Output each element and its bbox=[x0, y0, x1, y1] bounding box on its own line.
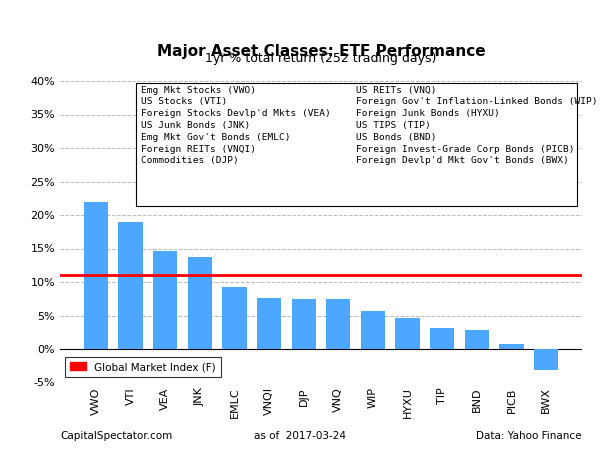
Text: as of  2017-03-24: as of 2017-03-24 bbox=[254, 431, 346, 441]
Legend: Global Market Index (F): Global Market Index (F) bbox=[65, 357, 221, 377]
Text: 1yr % total return (252 trading days): 1yr % total return (252 trading days) bbox=[205, 52, 437, 65]
Bar bbox=[153, 251, 177, 349]
Bar bbox=[465, 329, 489, 349]
Text: US REITs (VNQ)
Foreign Gov't Inflation-Linked Bonds (WIP)
Foreign Junk Bonds (HY: US REITs (VNQ) Foreign Gov't Inflation-L… bbox=[356, 86, 598, 165]
Bar bbox=[84, 202, 108, 349]
Bar bbox=[136, 82, 577, 206]
Bar bbox=[118, 222, 143, 349]
Bar bbox=[534, 349, 558, 370]
Bar bbox=[361, 311, 385, 349]
Bar bbox=[326, 299, 350, 349]
Bar bbox=[499, 344, 524, 349]
Bar bbox=[257, 298, 281, 349]
Bar bbox=[188, 256, 212, 349]
Bar bbox=[222, 287, 247, 349]
Text: Emg Mkt Stocks (VWO)
US Stocks (VTI)
Foreign Stocks Devlp'd Mkts (VEA)
US Junk B: Emg Mkt Stocks (VWO) US Stocks (VTI) For… bbox=[141, 86, 331, 165]
Bar bbox=[395, 318, 420, 349]
Text: CapitalSpectator.com: CapitalSpectator.com bbox=[60, 431, 172, 441]
Bar bbox=[430, 328, 454, 349]
Title: Major Asset Classes: ETF Performance: Major Asset Classes: ETF Performance bbox=[157, 44, 485, 59]
Text: Data: Yahoo Finance: Data: Yahoo Finance bbox=[476, 431, 582, 441]
Bar bbox=[292, 299, 316, 349]
